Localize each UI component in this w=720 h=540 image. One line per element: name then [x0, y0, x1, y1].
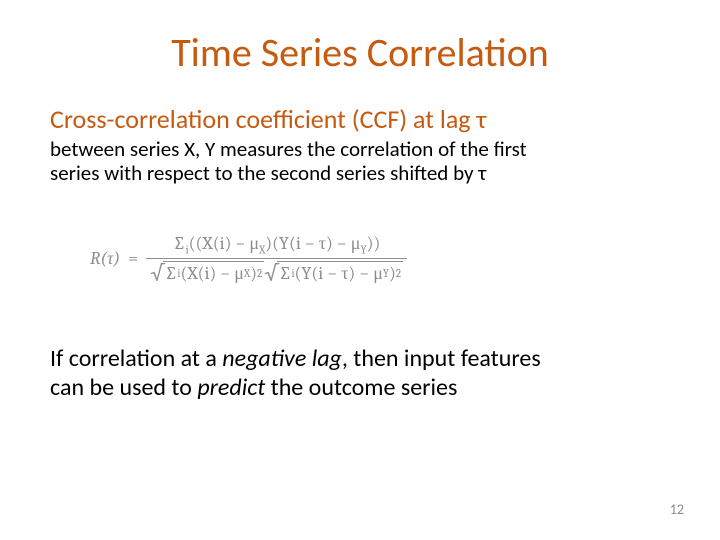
- closing-part-4: the outcome series: [265, 373, 457, 402]
- closing-part-1: If correlation at a: [50, 344, 222, 373]
- rad2-pow: 2: [396, 267, 401, 280]
- sum-symbol: ∑: [173, 233, 186, 254]
- equals-sign: =: [128, 248, 138, 269]
- rad2-close: ): [389, 263, 396, 284]
- page-number: 12: [670, 501, 684, 518]
- rad2-body: (Y(i − τ) − μ: [295, 263, 383, 284]
- rad1-pow: 2: [257, 267, 262, 280]
- ccf-formula: R(τ) = ∑i((X(i) − μX)(Y(i − τ) − μY)) √ …: [90, 233, 407, 285]
- closing-text: If correlation at a negative lag, then i…: [50, 345, 670, 403]
- formula-block: R(τ) = ∑i((X(i) − μX)(Y(i − τ) − μY)) √ …: [90, 233, 670, 285]
- closing-part-3: can be used to: [50, 373, 197, 402]
- sqrt-1: √ ∑i (X(i) − μX)2: [150, 261, 264, 284]
- slide: Time Series Correlation Cross-correlatio…: [0, 0, 720, 540]
- subheading: Cross-correlation coefficient (CCF) at l…: [50, 105, 670, 135]
- sum-symbol-2: ∑: [165, 263, 178, 284]
- rad1-close: ): [250, 263, 257, 284]
- intro-text: between series X, Y measures the correla…: [50, 137, 670, 185]
- radicand-1: ∑i (X(i) − μX)2: [163, 261, 265, 284]
- slide-title: Time Series Correlation: [50, 28, 670, 77]
- closing-emph-2: predict: [197, 373, 265, 402]
- num-part-2: )(Y(i − τ) − μ: [265, 233, 360, 254]
- fraction: ∑i((X(i) − μX)(Y(i − τ) − μY)) √ ∑i (X(i…: [146, 233, 407, 285]
- radicand-2: ∑i (Y(i − τ) − μY)2: [277, 261, 403, 284]
- intro-line-1: between series X, Y measures the correla…: [50, 136, 527, 162]
- num-part-1: ((X(i) − μ: [189, 233, 259, 254]
- formula-lhs: R(τ): [90, 248, 120, 269]
- sqrt-2: √ ∑i (Y(i − τ) − μY)2: [264, 261, 403, 284]
- rad1-body: (X(i) − μ: [180, 263, 243, 284]
- sum-symbol-3: ∑: [279, 263, 292, 284]
- intro-line-2: series with respect to the second series…: [50, 160, 486, 186]
- num-part-3: )): [367, 233, 381, 254]
- denominator: √ ∑i (X(i) − μX)2 √ ∑i (Y(i − τ) − μY)2: [146, 258, 407, 285]
- numerator: ∑i((X(i) − μX)(Y(i − τ) − μY)): [169, 233, 385, 258]
- closing-emph-1: negative lag: [222, 344, 342, 373]
- closing-part-2: , then input features: [342, 344, 541, 373]
